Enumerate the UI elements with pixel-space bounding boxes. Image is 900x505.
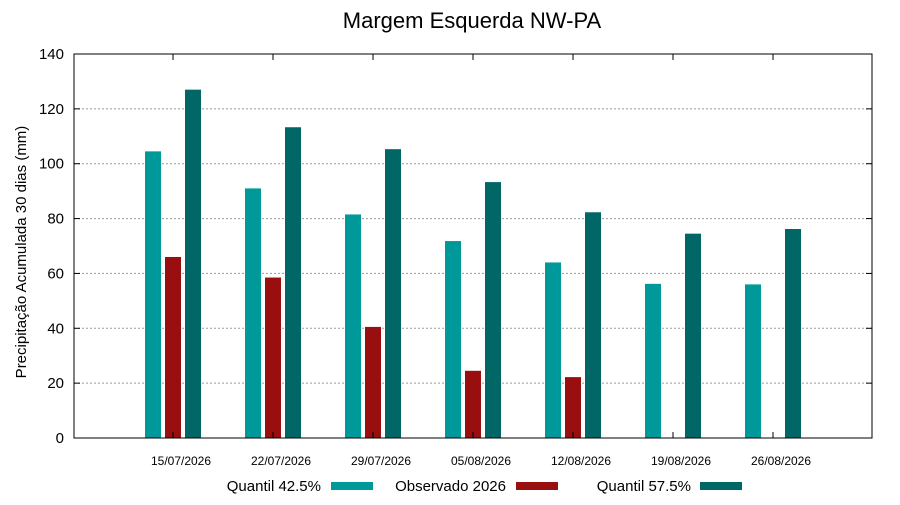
bar-quantil-42-5-6 [745, 284, 761, 438]
bar-quantil-57-5-5 [685, 233, 701, 438]
legend: Quantil 42.5% Observado 2026 Quantil 57.5% [227, 478, 742, 495]
bar-quantil-57-5-1 [285, 127, 301, 438]
bar-quantil-57-5-6 [785, 228, 801, 438]
x-tick-label: 22/07/2026 [251, 454, 311, 468]
y-tick-label: 40 [47, 320, 64, 337]
y-tick-label: 140 [39, 46, 64, 63]
bar-observado-2026-0 [165, 256, 181, 438]
y-ticks: 0 20 40 60 80 100 120 140 [39, 46, 872, 447]
legend-swatch [331, 482, 373, 490]
legend-label: Observado 2026 [395, 478, 506, 495]
y-axis-label: Precipitação Acumulada 30 dias (mm) [13, 126, 30, 379]
chart-title: Margem Esquerda NW-PA [343, 8, 602, 33]
bar-quantil-57-5-0 [185, 89, 201, 439]
x-tick-label: 05/08/2026 [451, 454, 511, 468]
y-tick-label: 20 [47, 375, 64, 392]
bar-observado-2026-3 [465, 370, 481, 438]
y-tick-label: 60 [47, 265, 64, 282]
bar-observado-2026-2 [365, 326, 381, 438]
y-tick-label: 80 [47, 211, 64, 228]
legend-label: Quantil 57.5% [597, 478, 691, 495]
legend-swatch [516, 482, 558, 490]
x-ticks: 15/07/2026 22/07/2026 29/07/2026 05/08/2026… [151, 54, 811, 468]
bars-layer [145, 89, 801, 439]
y-tick-label: 120 [39, 101, 64, 118]
bar-quantil-42-5-2 [345, 214, 361, 438]
x-tick-label: 15/07/2026 [151, 454, 211, 468]
bar-quantil-57-5-2 [385, 149, 401, 439]
grid-layer [74, 108, 872, 384]
x-tick-label: 26/08/2026 [751, 454, 811, 468]
x-tick-label: 29/07/2026 [351, 454, 411, 468]
y-tick-label: 100 [39, 156, 64, 173]
bar-quantil-42-5-1 [245, 188, 261, 438]
legend-swatch [700, 482, 742, 490]
bar-quantil-42-5-5 [645, 283, 661, 438]
bar-quantil-57-5-3 [485, 182, 501, 438]
x-tick-label: 19/08/2026 [651, 454, 711, 468]
x-tick-label: 12/08/2026 [551, 454, 611, 468]
bar-observado-2026-4 [565, 377, 581, 438]
bar-quantil-42-5-3 [445, 241, 461, 438]
bar-quantil-42-5-4 [545, 262, 561, 438]
bar-quantil-57-5-4 [585, 212, 601, 438]
y-tick-label: 0 [56, 430, 64, 447]
bar-quantil-42-5-0 [145, 151, 161, 438]
legend-label: Quantil 42.5% [227, 478, 321, 495]
bar-observado-2026-1 [265, 277, 281, 438]
